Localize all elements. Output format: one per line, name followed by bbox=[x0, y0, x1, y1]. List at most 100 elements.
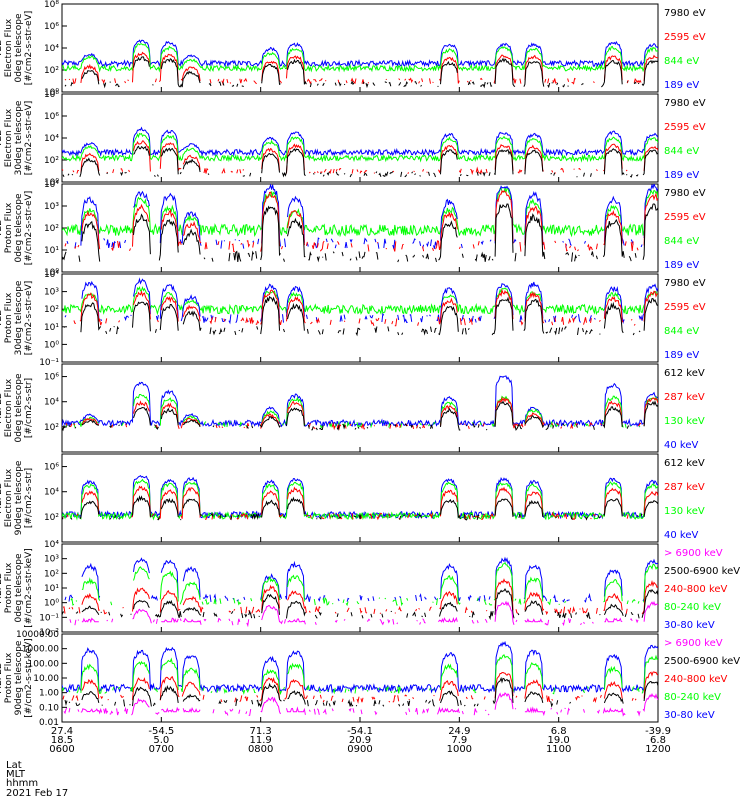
y-axis-label: MEPEDElectron Flux90deg telescope[#/cm2-… bbox=[0, 460, 34, 535]
series-line-3 bbox=[64, 51, 658, 86]
plot-area bbox=[62, 640, 658, 717]
y-tick-label: 1000.00 bbox=[22, 645, 59, 655]
mlt-tick-label: 7.9 bbox=[451, 735, 467, 746]
series-line-2 bbox=[62, 654, 658, 696]
panels-group: 10⁰ 10² 10⁴ 10⁶ 10⁸ TEDElectron Flux0deg tele… bbox=[0, 0, 740, 728]
series-line-3 bbox=[73, 288, 658, 327]
y-tick-label: 10.00 bbox=[33, 674, 59, 684]
legend-entry: 287 keV bbox=[664, 482, 705, 493]
series-line-2 bbox=[62, 478, 658, 521]
legend-entry: 2595 eV bbox=[664, 32, 706, 43]
legend-entry: 130 keV bbox=[664, 416, 705, 427]
y-tick-label: 10⁻¹ bbox=[39, 358, 59, 368]
mlt-tick-label: 19.0 bbox=[548, 735, 570, 746]
legend-entry: 612 keV bbox=[664, 458, 705, 469]
series-line-4 bbox=[62, 145, 658, 178]
series-line-5 bbox=[69, 600, 658, 628]
panel-3: 10⁰ 10¹ 10² 10³ 10⁴ TEDProton Flux0deg telesc… bbox=[0, 180, 706, 278]
y-tick-label: 10³ bbox=[44, 202, 59, 212]
hhmm-tick-label: 1000 bbox=[447, 744, 472, 755]
mlt-row-label: MLT bbox=[6, 769, 26, 780]
hhmm-row-label: hhmm bbox=[6, 778, 38, 789]
mlt-tick-label: 20.9 bbox=[349, 735, 371, 746]
y-tick-label: 10⁸ bbox=[44, 0, 59, 10]
legend-entry: 844 eV bbox=[664, 236, 699, 247]
panel-frame bbox=[61, 273, 659, 363]
legend-entry: 2595 eV bbox=[664, 122, 706, 133]
series-line-4 bbox=[63, 295, 658, 337]
series-line-4 bbox=[64, 56, 658, 89]
y-tick-label: 10² bbox=[44, 305, 59, 315]
legend-entry: 189 eV bbox=[664, 260, 699, 271]
legend-entry: 40 keV bbox=[664, 530, 698, 541]
plot-area bbox=[62, 277, 658, 337]
panel-2: 10⁰ 10² 10⁴ 10⁶ 10⁸ TEDElectron Flux30deg tel… bbox=[0, 90, 706, 188]
y-tick-label: 10⁴ bbox=[44, 134, 59, 144]
y-axis-label: TEDProton Flux30deg telescope[#/cm2-s-st… bbox=[0, 280, 34, 355]
legend-entry: > 6900 keV bbox=[664, 548, 723, 559]
legend-entry: 189 eV bbox=[664, 170, 699, 181]
hhmm-tick-label: 1200 bbox=[645, 744, 670, 755]
y-axis-label: TEDProton Flux0deg telescope[#/cm2-s-str… bbox=[0, 191, 34, 266]
y-tick-label: 100.00 bbox=[28, 659, 60, 669]
mlt-tick-label: 11.9 bbox=[250, 735, 272, 746]
legend-entry: 240-800 keV bbox=[664, 674, 728, 685]
plot-area bbox=[62, 184, 658, 263]
panel-frame bbox=[61, 363, 659, 453]
y-axis-label: TEDElectron Flux30deg telescope[#/cm2-s-… bbox=[0, 100, 34, 175]
mlt-tick-label: 6.8 bbox=[650, 735, 666, 746]
panel-7: 10⁻² 10⁻¹ 10⁰ 10¹ 10² 10³ 10⁴ MEPEDProton Flux0… bbox=[0, 540, 740, 638]
y-tick-label: 1.00 bbox=[39, 689, 59, 699]
y-axis-label: MEPEDProton Flux90deg telescope[#/cm2-s-… bbox=[0, 638, 34, 717]
y-tick-label: 10⁰ bbox=[44, 599, 59, 609]
panel-1: 10⁰ 10² 10⁴ 10⁶ 10⁸ TEDElectron Flux0deg tele… bbox=[0, 0, 706, 98]
y-tick-label: 10⁰ bbox=[44, 340, 59, 350]
plot-area bbox=[62, 126, 658, 178]
legend-entry: 240-800 keV bbox=[664, 584, 728, 595]
series-line-3 bbox=[62, 140, 658, 176]
y-tick-label: 0.10 bbox=[39, 703, 59, 713]
legend-entry: 7980 eV bbox=[664, 8, 706, 19]
hhmm-tick-label: 0700 bbox=[149, 744, 174, 755]
y-tick-label: 10⁴ bbox=[44, 270, 59, 280]
y-tick-label: 10² bbox=[44, 156, 59, 166]
legend-entry: 287 keV bbox=[664, 392, 705, 403]
panel-4: 10⁻¹ 10⁰ 10¹ 10² 10³ 10⁴ TEDProton Flux30deg t… bbox=[0, 270, 706, 368]
series-line-3 bbox=[62, 578, 658, 616]
y-tick-label: 10² bbox=[44, 224, 59, 234]
legend-entry: 2595 eV bbox=[664, 302, 706, 313]
legend-entry: 30-80 keV bbox=[664, 710, 715, 721]
plot-area bbox=[62, 475, 658, 521]
y-tick-label: 10³ bbox=[44, 288, 59, 298]
lat-row-label: Lat bbox=[6, 760, 22, 771]
lat-tick-label: -54.1 bbox=[347, 726, 373, 737]
y-tick-label: 10² bbox=[44, 423, 59, 433]
y-tick-label: 10⁴ bbox=[44, 398, 59, 408]
series-line-3 bbox=[62, 671, 658, 704]
series-line-2 bbox=[64, 277, 658, 325]
legend-entry: 130 keV bbox=[664, 506, 705, 517]
y-tick-label: 10⁶ bbox=[44, 463, 59, 473]
lat-tick-label: -54.5 bbox=[148, 726, 174, 737]
legend-entry: 189 eV bbox=[664, 80, 699, 91]
series-line-1 bbox=[62, 126, 658, 157]
y-tick-label: 10⁶ bbox=[44, 373, 59, 383]
lat-tick-label: -39.9 bbox=[645, 726, 671, 737]
series-line-5 bbox=[63, 692, 658, 717]
hhmm-tick-label: 0900 bbox=[347, 744, 372, 755]
legend-entry: 7980 eV bbox=[664, 278, 706, 289]
legend-entry: 844 eV bbox=[664, 326, 699, 337]
hhmm-tick-label: 0600 bbox=[49, 744, 74, 755]
y-tick-label: 10¹ bbox=[44, 584, 59, 594]
series-line-4 bbox=[62, 587, 658, 621]
mlt-tick-label: 18.5 bbox=[51, 735, 73, 746]
series-line-2 bbox=[62, 43, 658, 73]
legend-entry: > 6900 keV bbox=[664, 638, 723, 649]
legend-entry: 7980 eV bbox=[664, 98, 706, 109]
panel-frame bbox=[61, 3, 659, 93]
series-line-4 bbox=[62, 203, 658, 263]
y-tick-label: 10⁰ bbox=[44, 178, 59, 188]
panel-frame bbox=[61, 93, 659, 183]
panel-5: 10² 10⁴ 10⁶ MEPEDElectron Flux0deg telescop… bbox=[0, 363, 705, 453]
